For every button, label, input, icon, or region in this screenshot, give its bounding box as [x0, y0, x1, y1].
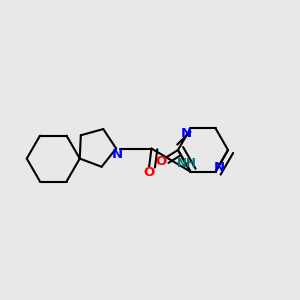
Text: N: N: [112, 148, 123, 161]
Text: O: O: [143, 166, 154, 179]
Text: N: N: [214, 161, 225, 174]
Text: N: N: [181, 127, 192, 140]
Text: O: O: [155, 155, 166, 168]
Text: NH: NH: [177, 157, 197, 170]
